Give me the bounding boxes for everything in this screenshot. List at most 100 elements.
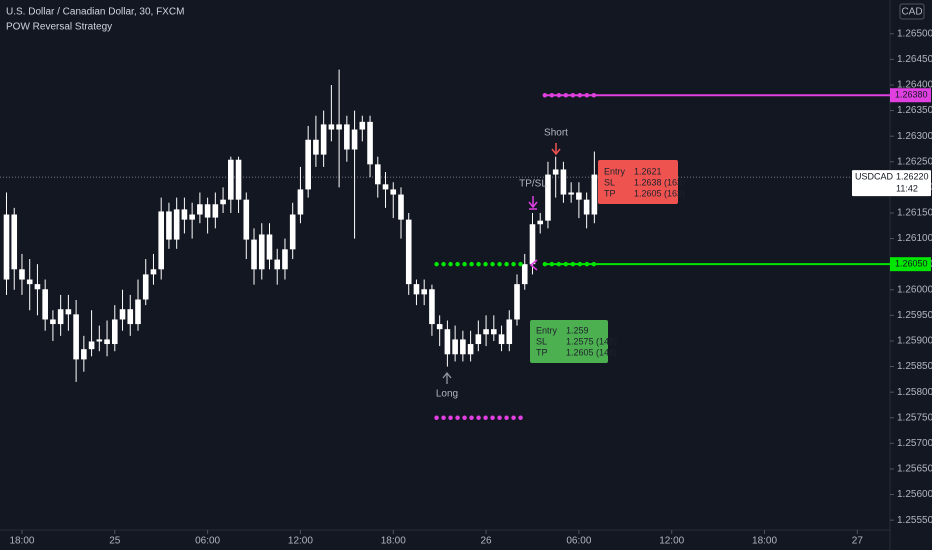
y-tick-label: 1.26150 [897,208,932,219]
short-box-text: 1.2605 [634,188,662,198]
long-box-text: Entry [536,325,558,335]
candle-body [19,269,25,280]
last-price-time: 11:42 [896,184,918,194]
y-tick-label: 1.25850 [897,361,932,372]
x-tick-label: 12:00 [659,536,684,547]
candle-body [421,289,427,295]
y-tick-label: 1.25600 [897,489,932,500]
candle-body [576,192,582,200]
exit-arrow [528,196,538,210]
x-tick-label: 27 [852,536,864,547]
candle-body [413,284,420,295]
short-box-text: TP [604,188,616,198]
candle-body [111,319,118,345]
candle-body [228,159,234,200]
level-badge [890,257,931,272]
y-tick-label: 1.25800 [897,387,932,398]
last-price-label: 1.26220 [896,172,929,182]
y-tick-label: 1.26000 [897,284,932,295]
y-tick-label: 1.26500 [897,28,932,39]
candle-body [537,220,544,225]
short-box [598,160,678,204]
y-tick-label: 1.25550 [897,515,932,526]
candle-body [483,329,489,335]
candle-body [158,211,164,270]
candle-body [3,214,10,280]
candle-body [521,264,528,285]
last-price-badge [852,170,931,197]
candle-body [367,121,373,165]
level-badge-label: 1.26380 [895,90,928,100]
chart-title: U.S. Dollar / Canadian Dollar, 30, FXCM [6,7,184,18]
candle-body [135,299,141,325]
short-box-text: 1.2638 [634,177,662,187]
long-box-text: (148) [596,347,617,357]
candle-body [552,169,559,175]
candle-body [50,319,56,325]
y-tick-label: 1.26300 [897,131,932,142]
exit-label: TP/SL [519,179,547,190]
candle-body [96,339,103,342]
y-tick-label: 1.26100 [897,233,932,244]
x-tick-label: 26 [481,536,493,547]
long-box-text: TP [536,347,548,357]
candle-body [514,284,520,320]
y-tick-label: 1.26350 [897,105,932,116]
candle-body [398,194,404,220]
candle-body [212,204,219,218]
candle-body [235,159,242,200]
candle-body [73,314,79,360]
short-box-text: 1.2621 [634,166,662,176]
candle-body [452,339,458,355]
last-price-symbol: USDCAD [855,172,894,182]
candle-body [65,309,72,315]
short-label: Short [544,128,568,139]
candle-body [119,309,126,320]
y-tick-label: 1.25950 [897,310,932,321]
x-tick-label: 18:00 [9,536,34,547]
currency-button[interactable] [899,3,925,20]
y-tick-label: 1.25700 [897,438,932,449]
candle-body [529,224,536,265]
candle-body [491,329,497,335]
long-box-text: 1.2605 [566,347,594,357]
long-box-text: (148) [596,336,617,346]
candle-body [591,174,598,215]
candle-body [166,211,172,240]
short-arrow [551,143,561,156]
plot [0,69,890,421]
candle-body [305,139,311,190]
candle-body [42,289,48,320]
candle-body [266,234,273,260]
candle-body [429,289,435,325]
level-badge [890,88,931,103]
y-tick-label: 1.26400 [897,80,932,91]
candle-body [313,139,319,155]
candle-body [475,334,482,345]
currency-button-label[interactable]: CAD [901,7,922,18]
candle-body [405,219,412,285]
candle-body [142,274,149,300]
candle-body [282,249,288,270]
candle-body [258,234,265,270]
x-tick-label: 25 [109,536,121,547]
long-box-text: 1.259 [566,325,589,335]
candle-body [506,319,513,345]
candle-body [467,344,474,355]
candle-body [251,239,257,270]
candle-body [11,214,18,270]
long-box-text: 1.2575 [566,336,594,346]
long-box [530,320,608,363]
candle-body [436,324,443,330]
short-box-text: SL [604,177,615,187]
y-tick-label: 1.26250 [897,156,932,167]
y-tick-label: 1.25900 [897,336,932,347]
candle-body [204,204,211,218]
candle-body [220,199,226,205]
candle-body [289,214,296,250]
level-badge-label: 1.26050 [895,259,928,269]
y-tick-label: 1.25650 [897,464,932,475]
candle-body [336,124,342,130]
candle-body [583,199,590,215]
